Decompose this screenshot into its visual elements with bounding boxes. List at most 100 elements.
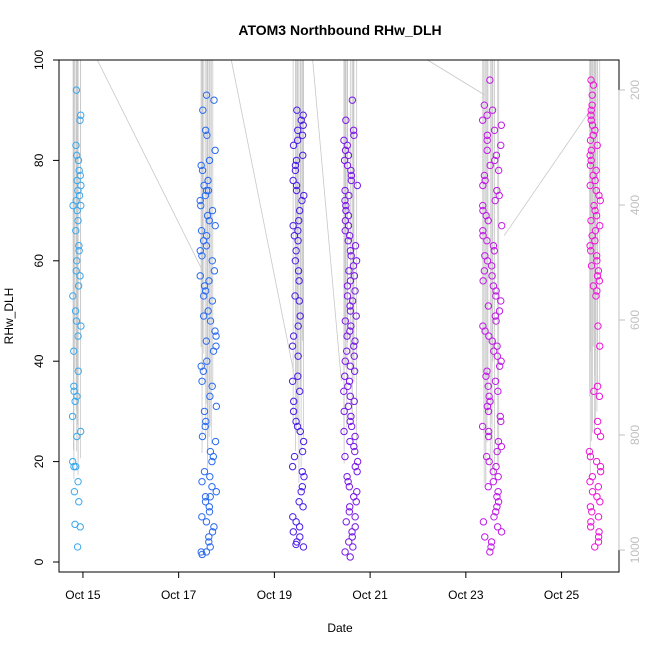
data-point — [483, 111, 491, 119]
data-point — [288, 342, 297, 350]
data-point — [487, 538, 496, 546]
data-point — [292, 417, 300, 426]
data-point — [347, 176, 356, 185]
data-point — [345, 508, 353, 516]
data-point — [295, 206, 304, 215]
data-point — [346, 307, 355, 315]
data-point — [486, 76, 494, 84]
data-point — [201, 287, 210, 295]
data-point — [586, 161, 595, 170]
data-point — [73, 206, 81, 215]
data-point — [588, 91, 596, 99]
data-point — [210, 96, 218, 104]
data-point — [478, 422, 487, 431]
data-point — [344, 402, 353, 411]
data-point — [350, 352, 358, 360]
data-point — [201, 126, 210, 134]
data-point — [340, 136, 348, 145]
data-point — [351, 287, 359, 295]
data-point — [205, 533, 213, 541]
data-point — [70, 462, 78, 471]
data-point — [596, 432, 605, 441]
data-point — [492, 287, 500, 295]
data-point — [205, 277, 213, 285]
data-point — [201, 422, 209, 431]
data-point — [345, 377, 354, 385]
data-point — [347, 412, 355, 421]
data-point — [295, 216, 303, 225]
data-point — [490, 513, 498, 521]
data-point — [291, 166, 300, 175]
data-point — [200, 282, 209, 290]
data-point — [484, 382, 492, 390]
data-point — [586, 503, 595, 511]
data-point — [290, 397, 298, 406]
data-point — [483, 402, 492, 411]
data-point — [592, 252, 601, 260]
data-point — [480, 267, 489, 275]
data-point — [349, 126, 358, 134]
x-tick-label: Oct 21 — [352, 588, 388, 602]
data-point — [346, 392, 354, 401]
data-point — [587, 216, 595, 225]
data-point — [71, 307, 80, 315]
data-point — [294, 226, 302, 235]
data-point — [587, 106, 595, 114]
data-point — [290, 232, 299, 240]
data-point — [350, 342, 358, 350]
data-point — [73, 176, 81, 185]
data-point — [211, 437, 220, 446]
data-point — [341, 226, 349, 235]
data-point — [293, 136, 302, 145]
data-point — [294, 372, 302, 380]
data-point — [492, 508, 500, 516]
data-point — [342, 347, 351, 355]
data-point — [289, 332, 298, 340]
data-point — [592, 457, 601, 466]
x-tick-label: Oct 17 — [161, 588, 197, 602]
data-point — [481, 533, 489, 541]
data-point — [596, 498, 604, 506]
y-axis: 0 20 40 60 80 100 — [32, 50, 59, 565]
data-point — [594, 538, 603, 546]
data-point — [212, 332, 220, 340]
y2-tick-label: 400 — [628, 195, 642, 215]
data-point — [589, 282, 598, 290]
data-point — [350, 272, 359, 280]
data-point — [341, 317, 350, 325]
data-point — [592, 211, 601, 220]
data-point — [347, 422, 356, 431]
data-point — [591, 206, 599, 215]
data-point — [352, 312, 360, 320]
data-point — [76, 427, 85, 436]
data-point — [594, 513, 603, 521]
plot-frame — [58, 59, 620, 573]
data-point — [593, 141, 601, 150]
data-point — [74, 367, 82, 375]
data-point — [295, 498, 303, 506]
data-point — [340, 387, 348, 396]
data-point — [74, 282, 83, 290]
data-point — [587, 247, 595, 255]
data-point — [494, 387, 502, 396]
data-point — [343, 141, 352, 150]
data-point — [70, 347, 78, 355]
data-point — [593, 417, 602, 426]
data-point — [300, 472, 308, 481]
data-point — [341, 357, 349, 365]
data-point — [491, 156, 499, 165]
data-point — [202, 518, 211, 526]
data-point — [497, 417, 505, 426]
data-point — [343, 292, 352, 300]
data-point — [479, 226, 487, 235]
data-point — [484, 483, 492, 491]
data-point — [489, 477, 498, 486]
data-point — [345, 191, 353, 200]
data-point — [346, 417, 354, 426]
data-point — [593, 272, 602, 280]
data-point — [205, 216, 213, 225]
data-point — [297, 116, 305, 124]
data-point — [344, 477, 352, 486]
data-point — [199, 312, 208, 320]
data-point — [591, 226, 600, 235]
